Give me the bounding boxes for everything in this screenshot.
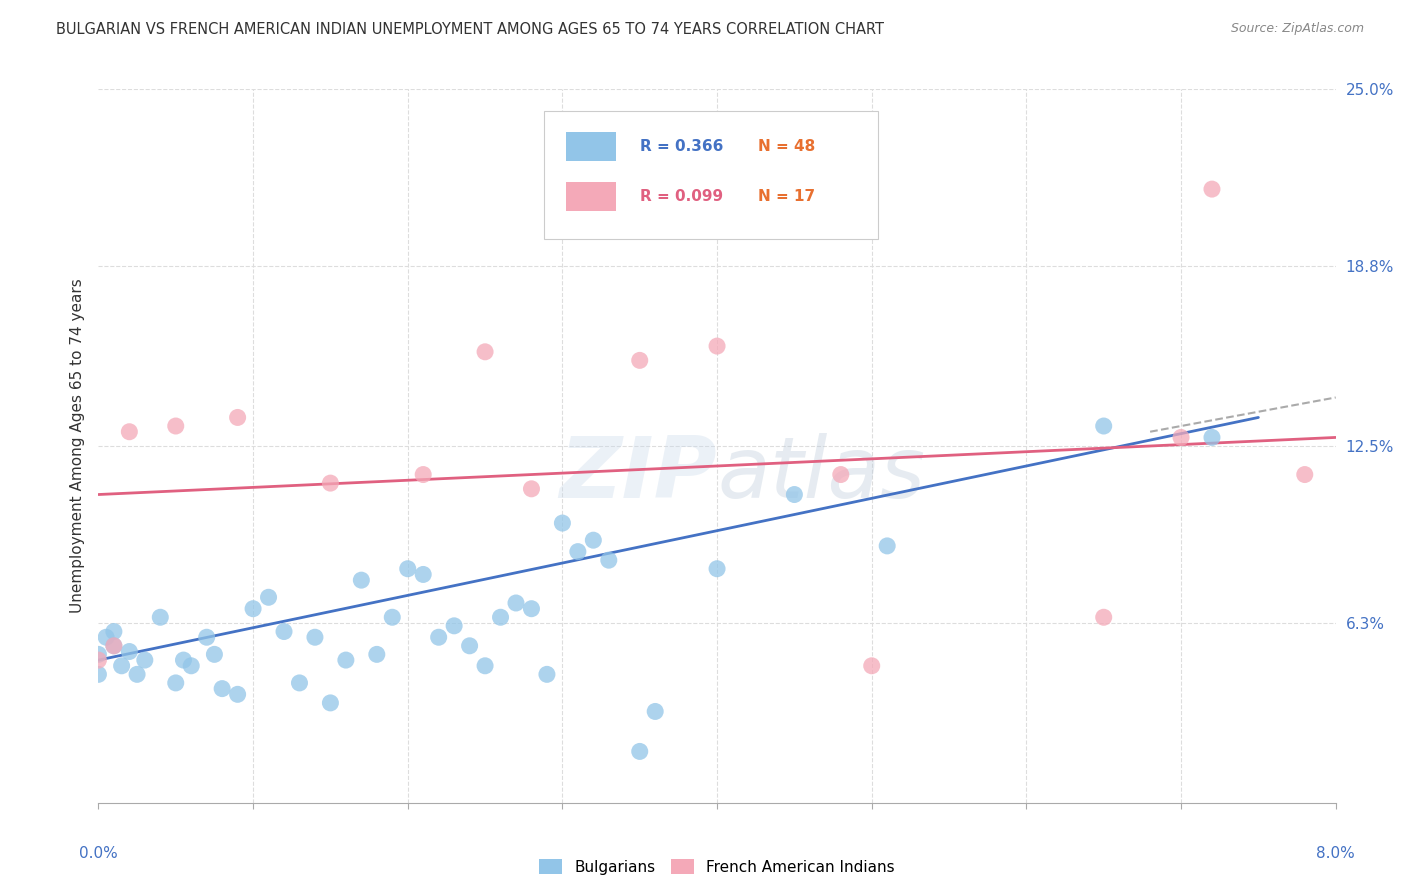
Point — [257, 591, 280, 605]
Point — [582, 533, 605, 548]
Point — [396, 562, 419, 576]
Point — [1294, 467, 1316, 482]
Point — [706, 562, 728, 576]
Point — [598, 553, 620, 567]
Text: atlas: atlas — [717, 433, 925, 516]
Point — [706, 339, 728, 353]
Text: R = 0.099: R = 0.099 — [640, 189, 724, 203]
Point — [520, 482, 543, 496]
Point — [1170, 430, 1192, 444]
Point — [1092, 419, 1115, 434]
Point — [319, 696, 342, 710]
Point — [458, 639, 481, 653]
Point — [288, 676, 311, 690]
Point — [628, 353, 651, 368]
Text: 8.0%: 8.0% — [1316, 846, 1355, 861]
Point — [149, 610, 172, 624]
Point — [427, 630, 450, 644]
Point — [474, 658, 496, 673]
Point — [211, 681, 233, 696]
Text: 0.0%: 0.0% — [79, 846, 118, 861]
Point — [1201, 430, 1223, 444]
Point — [628, 744, 651, 758]
Text: N = 17: N = 17 — [758, 189, 815, 203]
Point — [1092, 610, 1115, 624]
Point — [350, 573, 373, 587]
Point — [536, 667, 558, 681]
Point — [195, 630, 218, 644]
Point — [165, 419, 187, 434]
Point — [118, 425, 141, 439]
Point — [242, 601, 264, 615]
FancyBboxPatch shape — [567, 182, 616, 211]
Point — [1201, 182, 1223, 196]
Point — [412, 567, 434, 582]
Point — [520, 601, 543, 615]
Point — [783, 487, 806, 501]
Point — [103, 639, 125, 653]
Point — [226, 410, 249, 425]
Point — [489, 610, 512, 624]
Point — [273, 624, 295, 639]
Point — [304, 630, 326, 644]
Point — [644, 705, 666, 719]
Point — [173, 653, 195, 667]
Point — [443, 619, 465, 633]
Point — [96, 630, 118, 644]
Point — [87, 667, 110, 681]
Text: ZIP: ZIP — [560, 433, 717, 516]
Point — [87, 648, 110, 662]
Point — [366, 648, 388, 662]
Point — [204, 648, 226, 662]
Point — [381, 610, 404, 624]
Y-axis label: Unemployment Among Ages 65 to 74 years: Unemployment Among Ages 65 to 74 years — [69, 278, 84, 614]
Point — [830, 467, 852, 482]
Point — [87, 653, 110, 667]
FancyBboxPatch shape — [567, 132, 616, 161]
Point — [319, 476, 342, 491]
Text: R = 0.366: R = 0.366 — [640, 139, 724, 153]
Point — [165, 676, 187, 690]
Point — [127, 667, 149, 681]
FancyBboxPatch shape — [544, 111, 877, 239]
Text: N = 48: N = 48 — [758, 139, 815, 153]
Point — [103, 639, 125, 653]
Point — [180, 658, 202, 673]
Point — [505, 596, 527, 610]
Point — [860, 658, 883, 673]
Point — [551, 516, 574, 530]
Point — [134, 653, 156, 667]
Text: Source: ZipAtlas.com: Source: ZipAtlas.com — [1230, 22, 1364, 36]
Legend: Bulgarians, French American Indians: Bulgarians, French American Indians — [533, 853, 901, 880]
Point — [567, 544, 589, 558]
Point — [118, 644, 141, 658]
Point — [876, 539, 898, 553]
Point — [474, 344, 496, 359]
Point — [335, 653, 357, 667]
Text: BULGARIAN VS FRENCH AMERICAN INDIAN UNEMPLOYMENT AMONG AGES 65 TO 74 YEARS CORRE: BULGARIAN VS FRENCH AMERICAN INDIAN UNEM… — [56, 22, 884, 37]
Point — [111, 658, 134, 673]
Point — [226, 687, 249, 701]
Point — [412, 467, 434, 482]
Point — [103, 624, 125, 639]
